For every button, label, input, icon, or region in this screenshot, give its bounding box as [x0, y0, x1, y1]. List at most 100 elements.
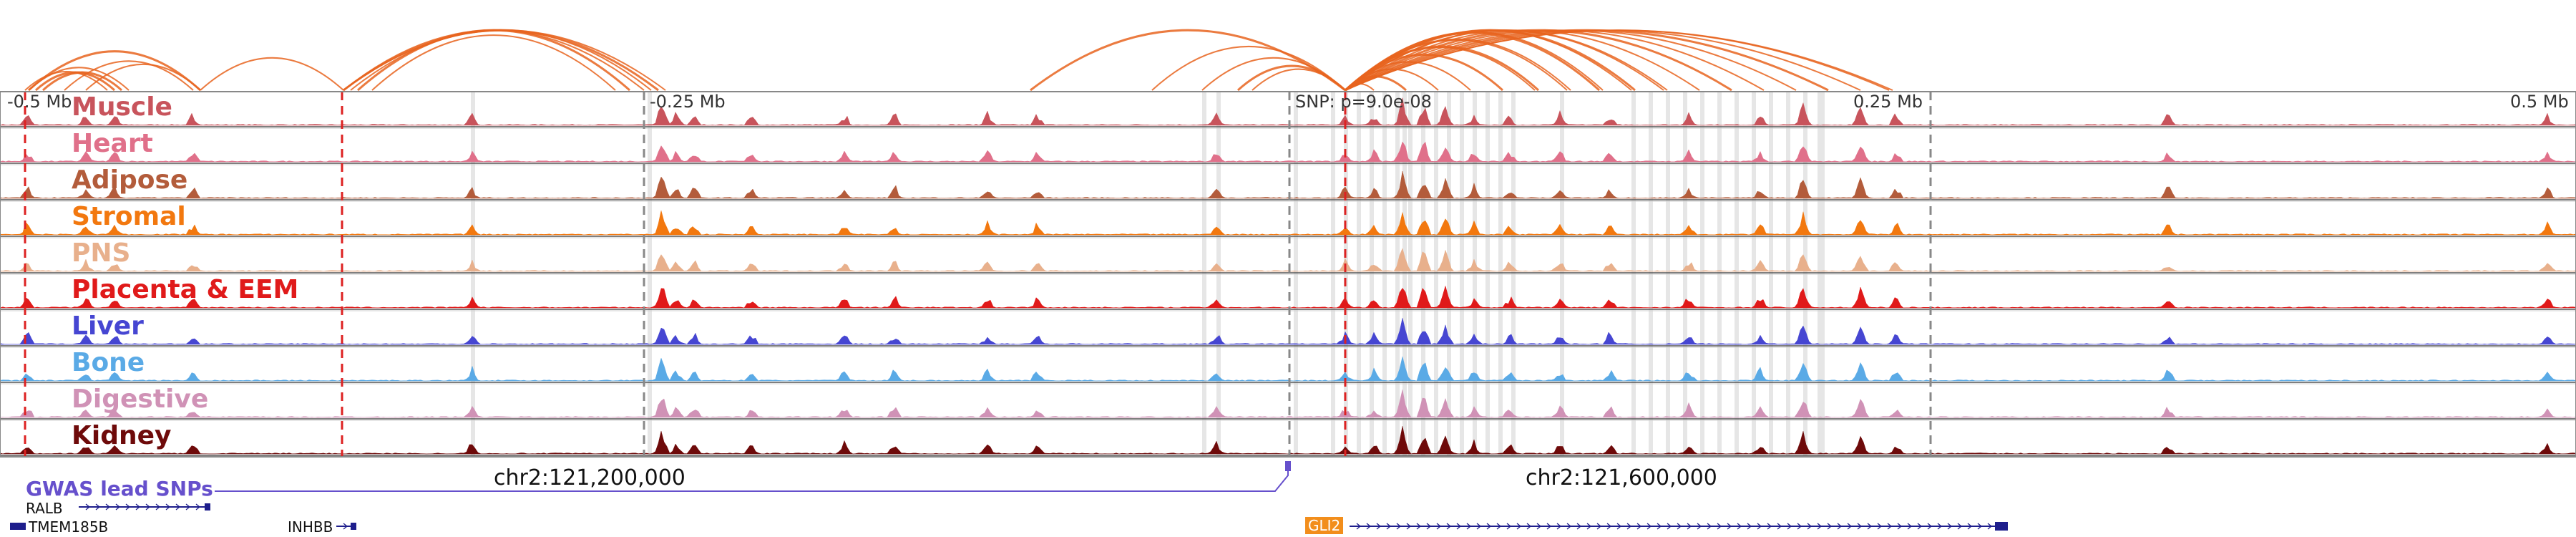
strand-arrow: [1636, 523, 1642, 530]
strand-arrow: [1917, 523, 1923, 530]
gene-inhbb: [336, 523, 356, 530]
strand-arrow: [1837, 523, 1843, 530]
gene-label-ralb: RALB: [26, 500, 63, 517]
strand-arrow: [195, 503, 201, 511]
axis-tick-right-mid: 0.25 Mb: [1853, 92, 1923, 112]
track-label-placenta-eem: Placenta & EEM: [72, 275, 299, 304]
track-frame: [0, 237, 2576, 275]
strand-arrow: [165, 503, 171, 511]
strand-arrow: [145, 503, 151, 511]
loop-arc: [24, 71, 108, 91]
track-signal: [0, 318, 2576, 345]
strand-arrow: [1386, 523, 1392, 530]
strand-arrow: [1967, 523, 1973, 530]
strand-arrow: [1496, 523, 1502, 530]
strand-arrow: [1817, 523, 1823, 530]
strand-arrow: [125, 503, 131, 511]
strand-arrow: [1406, 523, 1412, 530]
strand-arrow: [1506, 523, 1512, 530]
gene-exon: [205, 503, 210, 511]
gene-exon-tmem185b: [10, 523, 23, 530]
axis-tick-left-mid: -0.25 Mb: [650, 92, 726, 112]
track-muscle: [0, 91, 2576, 129]
track-signal: [0, 97, 2576, 126]
track-frame: [0, 420, 2576, 458]
track-label-stromal: Stromal: [72, 202, 186, 231]
gene-label-tmem185b: TMEM185B: [29, 518, 109, 536]
strand-arrow: [1476, 523, 1482, 530]
track-frame: [0, 127, 2576, 165]
loop-arc: [343, 29, 659, 92]
strand-arrow: [1416, 523, 1422, 530]
strand-arrow: [1987, 523, 1993, 530]
strand-arrow: [1396, 523, 1402, 530]
strand-arrow: [1687, 523, 1692, 530]
track-label-heart: Heart: [72, 129, 153, 158]
strand-arrow: [1977, 523, 1983, 530]
strand-arrow: [1927, 523, 1933, 530]
gene-label-inhbb: INHBB: [288, 518, 333, 536]
snp-label: SNP: p=9.0e-08: [1295, 92, 1432, 112]
axis-tick-right: 0.5 Mb: [2510, 92, 2569, 112]
track-label-bone: Bone: [72, 348, 145, 377]
strand-arrow: [135, 503, 141, 511]
track-frame: [0, 310, 2576, 348]
strand-arrow: [1606, 523, 1612, 530]
strand-arrow: [1436, 523, 1442, 530]
strand-arrow: [1897, 523, 1903, 530]
loop-arc: [371, 34, 616, 91]
strand-arrow: [1807, 523, 1813, 530]
track-bone: [0, 347, 2576, 384]
track-signal: [0, 248, 2576, 272]
strand-arrow: [1957, 523, 1963, 530]
strand-arrow: [1717, 523, 1722, 530]
strand-arrow: [115, 503, 121, 511]
strand-arrow: [1727, 523, 1732, 530]
strand-arrow: [1757, 523, 1762, 530]
strand-arrow: [1737, 523, 1742, 530]
strand-arrow: [1376, 523, 1382, 530]
track-adipose: [0, 164, 2576, 202]
strand-arrow: [175, 503, 181, 511]
strand-arrow: [1356, 523, 1362, 530]
strand-arrow: [1536, 523, 1542, 530]
track-panel-border: [0, 91, 2576, 458]
strand-arrow: [1677, 523, 1682, 530]
track-frame: [0, 200, 2576, 238]
strand-arrow: [1907, 523, 1913, 530]
loop-arc: [1345, 29, 1732, 92]
gwas-snp-marker: [1285, 461, 1291, 471]
strand-arrow: [343, 523, 348, 530]
track-signal: [0, 285, 2576, 309]
loop-arc: [1151, 46, 1346, 91]
track-signal: [0, 357, 2576, 382]
gwas-lead-snps-label: GWAS lead SNPs: [26, 477, 213, 500]
track-label-liver: Liver: [72, 311, 144, 341]
track-signal: [0, 390, 2576, 418]
marker-lines: [0, 91, 2576, 458]
strand-arrow: [1586, 523, 1592, 530]
track-placenta-eem: [0, 274, 2576, 311]
strand-arrow: [1466, 523, 1472, 530]
track-liver: [0, 310, 2576, 348]
strand-arrow: [1576, 523, 1582, 530]
accessibility-tracks: [0, 91, 2576, 458]
loop-arc: [28, 67, 130, 91]
loop-arc: [1252, 68, 1346, 91]
track-kidney: [0, 420, 2576, 458]
track-stromal: [0, 200, 2576, 238]
strand-arrow: [1887, 523, 1893, 530]
strand-arrow: [1947, 523, 1953, 530]
loop-arc: [64, 60, 194, 91]
strand-arrow: [1456, 523, 1462, 530]
strand-arrow: [1486, 523, 1492, 530]
strand-arrow: [1787, 523, 1792, 530]
track-label-muscle: Muscle: [72, 92, 172, 122]
chromatin-loop-arcs: [24, 29, 1893, 92]
gene-exon: [351, 523, 356, 530]
coordinate-label-right: chr2:121,600,000: [1526, 465, 1717, 490]
strand-arrow: [1877, 523, 1883, 530]
strand-arrow: [1777, 523, 1782, 530]
strand-arrow: [1857, 523, 1863, 530]
